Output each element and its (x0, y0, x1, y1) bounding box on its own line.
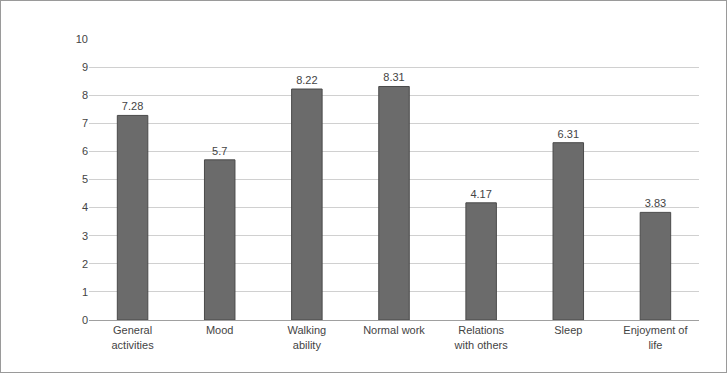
svg-text:4: 4 (82, 201, 88, 213)
svg-text:7.28: 7.28 (122, 100, 143, 112)
svg-text:Mood: Mood (206, 324, 234, 336)
svg-text:8: 8 (82, 89, 88, 101)
svg-text:Sleep: Sleep (554, 324, 582, 336)
svg-text:2: 2 (82, 258, 88, 270)
svg-text:Walkingability: Walkingability (288, 324, 327, 350)
svg-text:7: 7 (82, 117, 88, 129)
svg-text:10: 10 (76, 33, 88, 45)
svg-text:4.17: 4.17 (470, 188, 491, 200)
svg-text:8.31: 8.31 (383, 71, 404, 83)
svg-text:6: 6 (82, 145, 88, 157)
svg-text:8.22: 8.22 (296, 74, 317, 86)
svg-text:9: 9 (82, 61, 88, 73)
svg-text:Normal work: Normal work (363, 324, 425, 336)
svg-text:3: 3 (82, 230, 88, 242)
svg-text:5: 5 (82, 173, 88, 185)
svg-text:5.7: 5.7 (212, 145, 227, 157)
svg-text:0: 0 (82, 314, 88, 326)
svg-text:Enjoyment oflife: Enjoyment oflife (623, 324, 688, 350)
svg-text:Generalactivities: Generalactivities (111, 324, 154, 350)
svg-text:6.31: 6.31 (558, 128, 579, 140)
svg-text:Relationswith others: Relationswith others (454, 324, 509, 350)
svg-text:3.83: 3.83 (645, 197, 666, 209)
svg-text:1: 1 (82, 286, 88, 298)
